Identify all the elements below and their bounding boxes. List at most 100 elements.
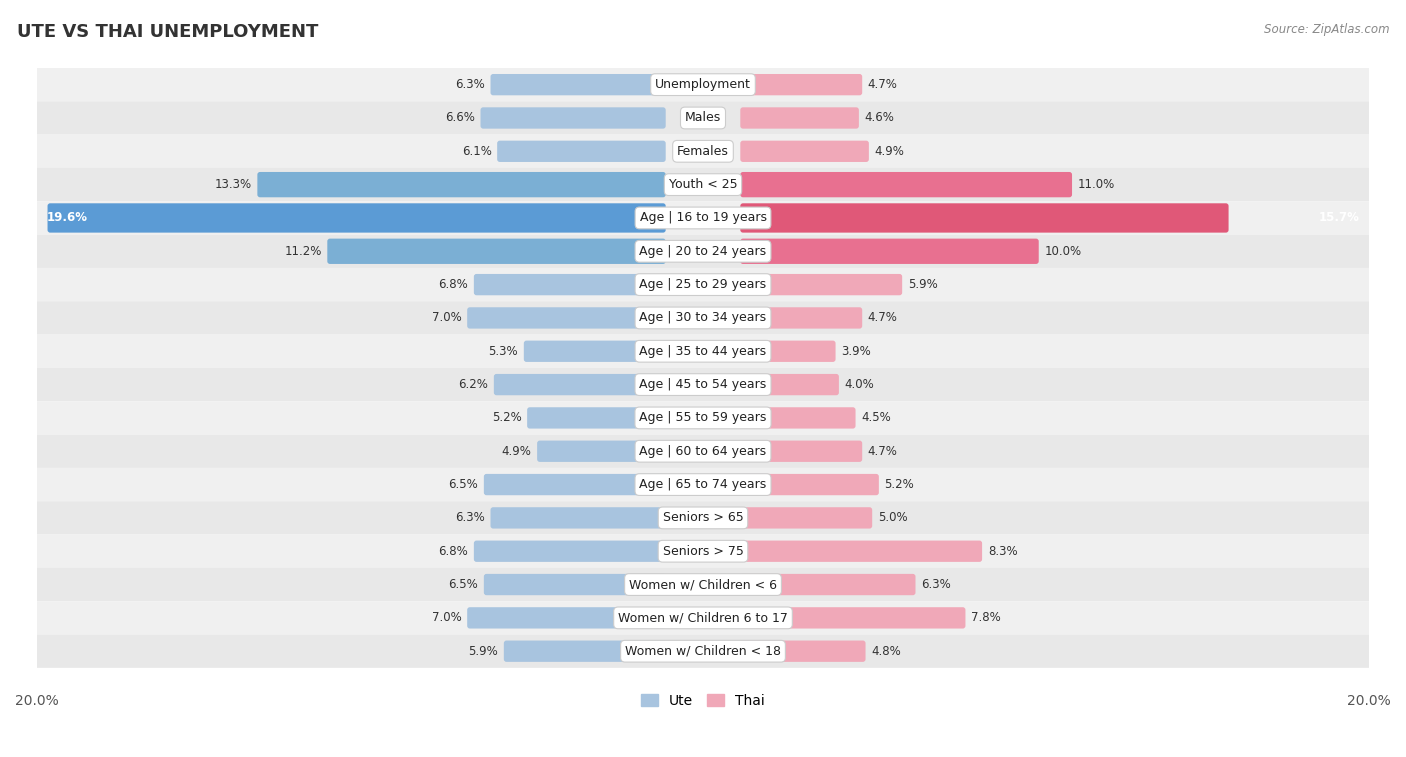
Text: Age | 55 to 59 years: Age | 55 to 59 years [640,411,766,425]
Text: 6.3%: 6.3% [921,578,950,591]
Text: 7.8%: 7.8% [972,612,1001,625]
FancyBboxPatch shape [37,601,1369,634]
FancyBboxPatch shape [328,238,665,264]
Text: 15.7%: 15.7% [1319,211,1360,225]
Text: 6.5%: 6.5% [449,578,478,591]
Text: 6.6%: 6.6% [444,111,475,124]
Text: Women w/ Children 6 to 17: Women w/ Children 6 to 17 [619,612,787,625]
FancyBboxPatch shape [37,368,1369,401]
Text: 5.3%: 5.3% [488,344,519,358]
Text: 7.0%: 7.0% [432,612,461,625]
FancyBboxPatch shape [741,374,839,395]
Text: Age | 16 to 19 years: Age | 16 to 19 years [640,211,766,225]
Text: 5.9%: 5.9% [908,278,938,291]
Text: Age | 65 to 74 years: Age | 65 to 74 years [640,478,766,491]
FancyBboxPatch shape [741,574,915,595]
FancyBboxPatch shape [257,172,665,198]
FancyBboxPatch shape [37,634,1369,668]
FancyBboxPatch shape [37,68,1369,101]
Text: Age | 45 to 54 years: Age | 45 to 54 years [640,378,766,391]
FancyBboxPatch shape [494,374,665,395]
FancyBboxPatch shape [37,301,1369,335]
FancyBboxPatch shape [741,107,859,129]
Text: 11.2%: 11.2% [284,245,322,258]
FancyBboxPatch shape [741,141,869,162]
FancyBboxPatch shape [491,74,665,95]
Text: Age | 25 to 29 years: Age | 25 to 29 years [640,278,766,291]
FancyBboxPatch shape [37,501,1369,534]
Text: 5.0%: 5.0% [877,512,907,525]
Text: Source: ZipAtlas.com: Source: ZipAtlas.com [1264,23,1389,36]
FancyBboxPatch shape [37,435,1369,468]
FancyBboxPatch shape [741,274,903,295]
FancyBboxPatch shape [37,335,1369,368]
Text: 6.8%: 6.8% [439,545,468,558]
Text: 6.8%: 6.8% [439,278,468,291]
FancyBboxPatch shape [741,640,866,662]
Text: Age | 35 to 44 years: Age | 35 to 44 years [640,344,766,358]
Text: Seniors > 65: Seniors > 65 [662,512,744,525]
Text: Females: Females [678,145,728,157]
FancyBboxPatch shape [741,172,1071,198]
Text: 3.9%: 3.9% [841,344,870,358]
Text: Youth < 25: Youth < 25 [669,178,737,191]
Text: Age | 30 to 34 years: Age | 30 to 34 years [640,311,766,325]
FancyBboxPatch shape [741,474,879,495]
FancyBboxPatch shape [37,401,1369,435]
Text: 10.0%: 10.0% [1045,245,1081,258]
FancyBboxPatch shape [741,441,862,462]
Text: Unemployment: Unemployment [655,78,751,91]
FancyBboxPatch shape [467,607,665,628]
FancyBboxPatch shape [741,307,862,329]
FancyBboxPatch shape [491,507,665,528]
Text: 4.8%: 4.8% [872,645,901,658]
Text: Age | 60 to 64 years: Age | 60 to 64 years [640,445,766,458]
Text: Seniors > 75: Seniors > 75 [662,545,744,558]
FancyBboxPatch shape [37,235,1369,268]
FancyBboxPatch shape [474,274,665,295]
FancyBboxPatch shape [741,341,835,362]
Text: 5.9%: 5.9% [468,645,498,658]
FancyBboxPatch shape [503,640,665,662]
Text: 4.9%: 4.9% [875,145,904,157]
Text: Women w/ Children < 6: Women w/ Children < 6 [628,578,778,591]
FancyBboxPatch shape [741,204,1229,232]
Text: 4.0%: 4.0% [845,378,875,391]
Text: Age | 20 to 24 years: Age | 20 to 24 years [640,245,766,258]
FancyBboxPatch shape [37,468,1369,501]
Text: 13.3%: 13.3% [215,178,252,191]
Text: 6.3%: 6.3% [456,512,485,525]
FancyBboxPatch shape [741,540,983,562]
Text: UTE VS THAI UNEMPLOYMENT: UTE VS THAI UNEMPLOYMENT [17,23,318,41]
Text: 8.3%: 8.3% [988,545,1018,558]
Text: 4.9%: 4.9% [502,445,531,458]
Text: 6.1%: 6.1% [461,145,492,157]
Text: 6.2%: 6.2% [458,378,488,391]
FancyBboxPatch shape [484,574,665,595]
FancyBboxPatch shape [741,74,862,95]
FancyBboxPatch shape [527,407,665,428]
FancyBboxPatch shape [498,141,665,162]
FancyBboxPatch shape [467,307,665,329]
FancyBboxPatch shape [481,107,665,129]
FancyBboxPatch shape [48,204,665,232]
FancyBboxPatch shape [741,607,966,628]
Text: 4.7%: 4.7% [868,445,898,458]
Text: 11.0%: 11.0% [1077,178,1115,191]
Text: Males: Males [685,111,721,124]
FancyBboxPatch shape [37,135,1369,168]
Text: 5.2%: 5.2% [492,411,522,425]
FancyBboxPatch shape [37,101,1369,135]
FancyBboxPatch shape [741,507,872,528]
FancyBboxPatch shape [484,474,665,495]
Text: 7.0%: 7.0% [432,311,461,325]
Text: 4.6%: 4.6% [865,111,894,124]
FancyBboxPatch shape [37,268,1369,301]
FancyBboxPatch shape [37,568,1369,601]
FancyBboxPatch shape [37,534,1369,568]
Text: 6.5%: 6.5% [449,478,478,491]
Text: 4.5%: 4.5% [862,411,891,425]
Text: 5.2%: 5.2% [884,478,914,491]
Text: 19.6%: 19.6% [46,211,87,225]
Text: 4.7%: 4.7% [868,311,898,325]
